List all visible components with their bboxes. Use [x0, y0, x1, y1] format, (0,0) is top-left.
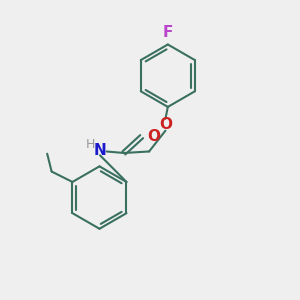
Text: N: N — [94, 142, 106, 158]
Text: F: F — [163, 25, 173, 40]
Text: O: O — [147, 129, 160, 144]
Text: H: H — [86, 138, 95, 151]
Text: O: O — [159, 117, 172, 132]
